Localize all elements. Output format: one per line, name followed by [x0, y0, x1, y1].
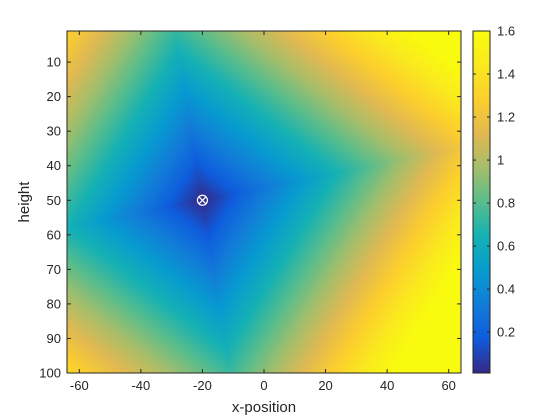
x-tick-label: 0	[260, 378, 267, 393]
y-tick-label: 80	[47, 296, 61, 311]
colorbar-tick-label: 1.4	[497, 67, 515, 82]
x-axis-label: x-position	[232, 399, 296, 416]
colorbar-tick-label: 1.6	[497, 24, 515, 39]
colorbar-frame	[472, 30, 491, 374]
y-tick-label: 50	[47, 193, 61, 208]
x-tick-label: -20	[193, 378, 212, 393]
colorbar-tick-label: 0.2	[497, 325, 515, 340]
colorbar-tick-label: 0.4	[497, 282, 515, 297]
y-tick-label: 40	[47, 158, 61, 173]
colorbar-tick-group: 0.2 0.4 0.6 0.8 1 1.2 1.4 1.6	[473, 24, 515, 340]
x-tick-label: -40	[131, 378, 150, 393]
y-tick-label: 100	[39, 366, 61, 381]
x-tick-label: 40	[380, 378, 394, 393]
source-marker-circle	[196, 194, 209, 206]
colorbar-tick-label: 0.8	[497, 196, 515, 211]
y-tick-group: 10 20 30 40 50 60 70 80 90 100	[39, 55, 461, 381]
y-tick-label: 20	[47, 89, 61, 104]
colorbar-tick-label: 0.6	[497, 239, 515, 254]
x-tick-label: -60	[70, 378, 89, 393]
y-tick-label: 90	[47, 331, 61, 346]
y-tick-label: 30	[47, 124, 61, 139]
y-axis-label: height	[16, 181, 33, 223]
x-tick-label: 60	[441, 378, 455, 393]
source-marker	[196, 194, 209, 206]
colorbar-gradient	[473, 31, 490, 373]
colorbar: 0.2 0.4 0.6 0.8 1 1.2 1.4 1.6	[472, 24, 515, 374]
y-tick-label: 10	[47, 55, 61, 70]
x-tick-label: 20	[318, 378, 332, 393]
heatmap-image	[67, 31, 461, 373]
x-tick-group: -60 -40 -20 0 20 40 60	[70, 31, 456, 393]
colorbar-tick-label: 1	[497, 153, 504, 168]
heatmap-axes: -60 -40 -20 0 20 40 60 10 20 30 40 50 60 70 80 90 100 x…	[16, 30, 462, 416]
source-marker-cross	[198, 196, 207, 205]
y-tick-label: 60	[47, 227, 61, 242]
colorbar-tick-label: 1.2	[497, 110, 515, 125]
y-tick-label: 70	[47, 262, 61, 277]
